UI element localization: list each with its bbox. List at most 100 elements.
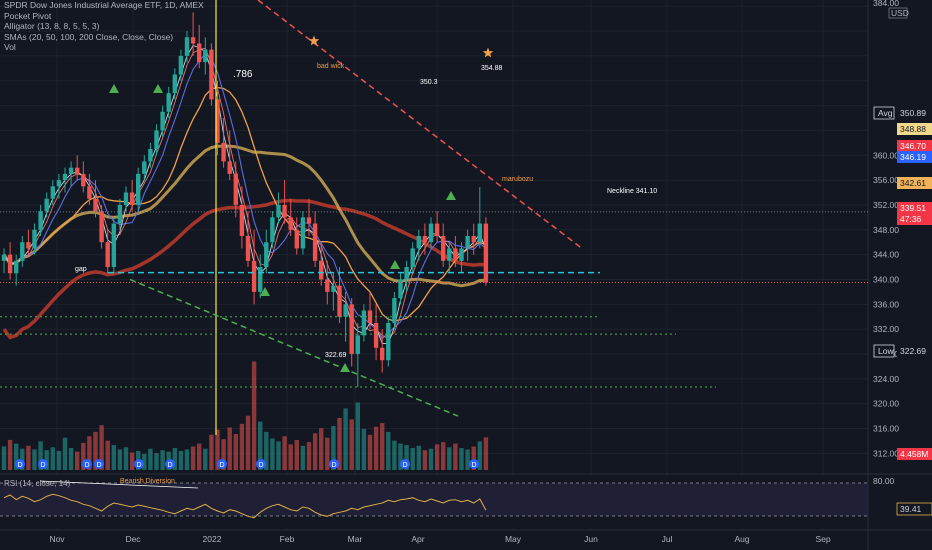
candle-body — [337, 285, 342, 317]
candle — [32, 223, 37, 255]
legend-pocket-pivot[interactable]: Pocket Pivot — [4, 10, 52, 21]
volume-bar — [44, 450, 49, 470]
dividend-marker-label: D — [402, 462, 407, 469]
volume-bar — [87, 436, 92, 470]
candle-body — [477, 223, 482, 243]
volume-bar — [251, 361, 257, 470]
candle — [483, 217, 489, 286]
volume-bar — [20, 448, 25, 470]
dividend-marker-label: D — [84, 462, 89, 469]
volume-bar — [343, 408, 348, 470]
dividend-marker — [329, 459, 339, 469]
candle-body — [270, 217, 275, 243]
volume-bar — [380, 423, 385, 470]
candle-body — [20, 242, 25, 261]
candle-body — [136, 173, 141, 205]
candle — [50, 180, 55, 205]
candle — [392, 291, 397, 330]
pocket-pivot-marker — [390, 260, 400, 269]
price-tag-value: 4.458M — [900, 449, 928, 459]
time-axis-label: Sep — [815, 534, 830, 544]
candle — [447, 242, 452, 274]
candle-body — [160, 111, 165, 131]
volume-bar — [221, 439, 226, 470]
pocket-pivot-marker — [446, 191, 456, 200]
volume-bar — [38, 441, 43, 470]
dividend-marker — [165, 459, 175, 469]
candle — [99, 204, 104, 249]
legend-volume[interactable]: Vol — [4, 42, 16, 53]
price-axis-tick: 344.00 — [873, 250, 899, 260]
dividend-marker — [38, 459, 48, 469]
dividend-marker — [400, 459, 410, 469]
candle-body — [50, 186, 55, 199]
candle — [258, 254, 263, 299]
candle-body — [56, 180, 62, 187]
dividend-marker — [134, 459, 144, 469]
candle-body — [245, 236, 251, 261]
price-tag-value: 348.88 — [900, 124, 926, 134]
dividend-marker-label: D — [219, 462, 224, 469]
candle-body — [471, 236, 476, 243]
candle-body — [142, 161, 147, 174]
candle — [184, 31, 190, 63]
volume-bar — [386, 431, 391, 470]
low-label: 322.69 — [325, 352, 347, 359]
sma-100-line — [2, 144, 486, 288]
candle-body — [7, 254, 13, 274]
dividend-marker — [82, 459, 92, 469]
volume-bar — [14, 443, 19, 470]
volume-bar — [233, 434, 238, 470]
price-tag-box — [897, 202, 932, 214]
candle — [123, 186, 129, 212]
price-axis-tick: 336.00 — [873, 299, 899, 309]
candle-body — [428, 223, 434, 243]
candle-body — [282, 204, 287, 218]
candle-body — [190, 37, 196, 44]
candle — [190, 12, 196, 56]
legend-alligator[interactable]: Alligator (13, 8, 8, 5, 5, 3) — [4, 21, 100, 32]
candle-body — [233, 173, 238, 205]
volume-bar — [312, 433, 318, 470]
candle — [337, 267, 342, 323]
gap-label: gap — [75, 266, 87, 273]
candle-body — [349, 304, 354, 354]
candle-body — [184, 37, 190, 56]
candle-body — [276, 204, 281, 218]
candle-body — [465, 236, 470, 249]
volume-bar — [93, 431, 98, 470]
candle-body — [319, 260, 324, 280]
price-tag-box — [897, 107, 932, 119]
volume-bar — [117, 449, 123, 470]
candle — [20, 236, 25, 268]
candle-body — [1, 254, 7, 261]
legend-title[interactable]: SPDR Dow Jones Industrial Average ETF, 1… — [4, 0, 204, 10]
candle-body — [117, 204, 123, 224]
price-tag-label: Avg — [878, 108, 893, 118]
price-axis-tick: 320.00 — [873, 399, 899, 409]
candle — [1, 248, 7, 274]
volume-bar — [288, 444, 293, 470]
legend-smas[interactable]: SMAs (20, 50, 100, 200 Close, Close, Clo… — [4, 31, 174, 42]
volume-bar — [331, 426, 336, 470]
volume-bar — [190, 446, 196, 470]
candle — [312, 211, 318, 268]
candle — [294, 217, 299, 255]
price-axis-top-label: 384.00 — [873, 0, 899, 8]
volume-bar — [264, 431, 269, 470]
price-axis-tick: 316.00 — [873, 424, 899, 434]
dividend-marker — [217, 459, 227, 469]
candle-body — [123, 192, 129, 205]
sma-20-line — [3, 53, 487, 340]
candle — [264, 229, 269, 274]
dividend-marker-label: D — [136, 462, 141, 469]
volume-bar — [367, 434, 373, 470]
candle — [422, 223, 428, 255]
candle-body — [343, 304, 348, 317]
volume-bar — [81, 442, 86, 470]
candle-body — [306, 217, 312, 224]
time-axis-label: Jul — [662, 534, 673, 544]
volume-bar — [477, 441, 482, 470]
candle-body — [422, 236, 428, 243]
